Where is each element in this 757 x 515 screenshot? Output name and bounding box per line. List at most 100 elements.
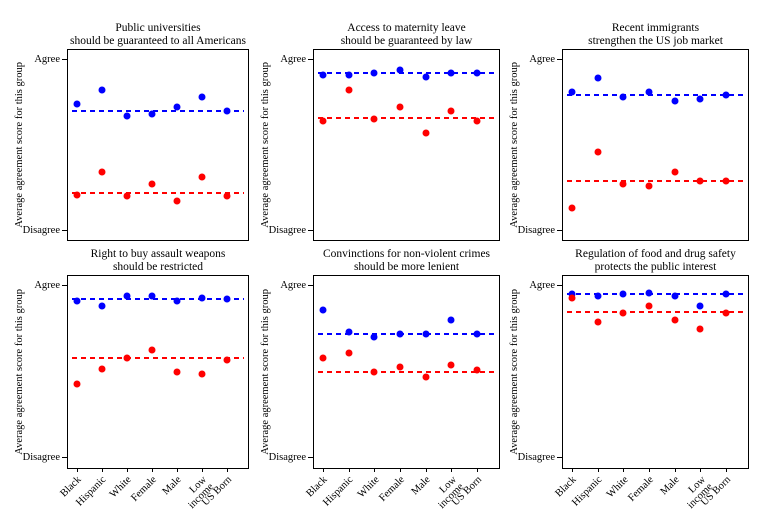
red-dot-female [148,180,156,188]
blue-dot-female [148,292,156,300]
y-tick-agree: Agree [529,279,555,291]
blue-mean-line [566,94,745,97]
subplot-recent-immigrants: Recent immigrants strengthen the US job … [509,22,749,241]
red-dot-hispanic [98,365,106,373]
blue-dot-us-born [722,290,730,298]
blue-dot-low-income [696,95,704,103]
chart-title-line2: should be guaranteed by law [340,35,473,47]
red-dot-low-income [447,361,455,369]
blue-mean-line [317,332,496,335]
red-dot-low-income [696,325,704,333]
y-tick-disagree: Disagree [268,224,306,236]
y-tick-disagree: Disagree [268,452,306,464]
red-dot-black [568,294,576,302]
y-tickmark-disagree [62,229,67,231]
red-dot-female [148,346,156,354]
subplot-food-drug-regulation: Regulation of food and drug safety prote… [509,248,749,511]
blue-dot-male [422,330,430,338]
blue-mean-line [566,293,745,296]
blue-mean-line [71,109,245,112]
red-dot-male [422,373,430,381]
y-tick-disagree: Disagree [517,452,555,464]
x-tickmark [374,468,376,472]
blue-dot-white [123,292,131,300]
x-label-male: Male [658,474,682,498]
subplot-maternity-leave: Access to maternity leave should be guar… [260,22,500,241]
red-mean-line [317,116,496,119]
x-label-male: Male [160,474,184,498]
y-tick-agree: Agree [280,279,306,291]
red-dot-white [370,115,378,123]
chart-title: Recent immigrants strengthen the US job … [588,22,723,48]
chart-title: Access to maternity leave should be guar… [341,22,473,48]
x-tickmark [400,468,402,472]
chart-title-line1: Right to buy assault weapons [90,248,226,260]
y-tickmark-agree [557,284,562,286]
y-tick-disagree: Disagree [517,224,555,236]
red-dot-us-born [473,117,481,125]
red-dot-low-income [198,173,206,181]
blue-dot-hispanic [98,86,106,94]
red-dot-white [619,309,627,317]
red-dot-low-income [447,107,455,115]
red-dot-male [671,168,679,176]
x-label-female: Female [626,474,657,504]
blue-dot-male [671,292,679,300]
red-dot-male [173,197,181,205]
blue-dot-us-born [223,107,231,115]
red-dot-us-born [223,356,231,364]
blue-dot-low-income [198,294,206,302]
red-dot-hispanic [594,148,602,156]
y-tick-agree: Agree [280,53,306,65]
plot-area [563,276,748,468]
x-tickmark [726,468,728,472]
y-axis-label: Average agreement score for this group [259,62,271,228]
blue-dot-low-income [198,93,206,101]
y-tick-agree: Agree [529,53,555,65]
chart-title-line2: protects the public interest [594,261,717,273]
x-tickmark [151,468,153,472]
red-dot-female [396,363,404,371]
chart-title: Convinctions for non-violent crimes shou… [323,248,490,274]
chart-title-line1: Convinctions for non-violent crimes [322,248,491,260]
blue-dot-black [73,297,81,305]
blue-dot-black [319,306,327,314]
subplot-convictions: Convinctions for non-violent crimes shou… [260,248,500,511]
plot-area [68,276,248,468]
x-tickmark [101,468,103,472]
red-dot-black [73,191,81,199]
chart-title-line1: Recent immigrants [611,22,700,34]
red-dot-hispanic [345,349,353,357]
x-tickmark [451,468,453,472]
red-dot-male [671,316,679,324]
red-dot-white [123,354,131,362]
blue-dot-female [645,289,653,296]
x-tickmark [597,468,599,472]
blue-dot-hispanic [594,74,602,82]
blue-dot-male [422,73,430,81]
red-mean-line [566,310,745,313]
red-dot-black [319,354,327,362]
blue-dot-white [370,69,378,77]
blue-mean-line [317,72,496,75]
blue-dot-black [73,100,81,108]
y-axis-label: Average agreement score for this group [508,289,520,455]
red-dot-black [319,117,327,125]
y-tickmark-agree [62,58,67,60]
red-dot-us-born [722,309,730,317]
red-dot-black [568,204,576,212]
x-axis-labels: Black Hispanic White Female Male Low income US… [305,468,499,515]
blue-dot-us-born [223,295,231,303]
blue-mean-line [71,298,245,301]
red-dot-black [73,380,81,388]
x-tickmark [571,468,573,472]
x-label-male: Male [409,474,433,498]
x-tickmark [348,468,350,472]
chart-title-line1: Access to maternity leave [347,22,466,34]
chart-title-line2: strengthen the US job market [588,35,723,47]
blue-dot-white [123,112,131,120]
y-tickmark-disagree [308,457,313,459]
x-tickmark [700,468,702,472]
x-axis-labels: Black Hispanic White Female Male Low income US… [554,468,748,515]
